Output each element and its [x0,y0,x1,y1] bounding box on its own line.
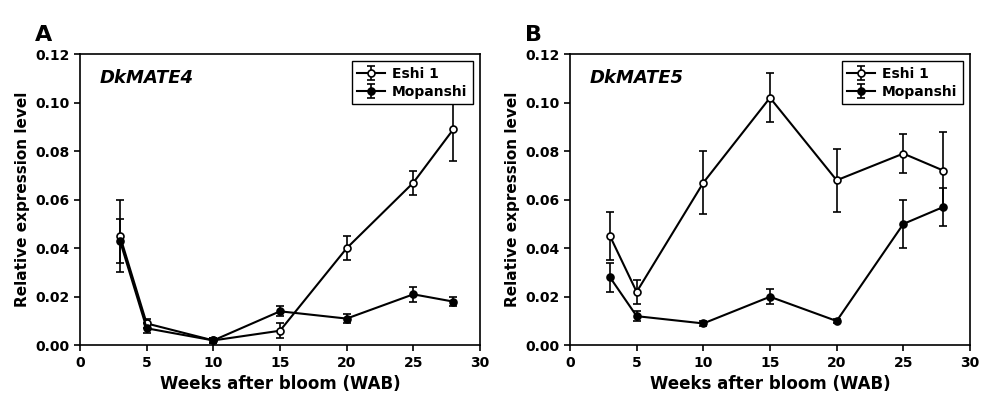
Text: A: A [35,25,52,45]
Y-axis label: Relative expression level: Relative expression level [505,92,520,307]
X-axis label: Weeks after bloom (WAB): Weeks after bloom (WAB) [650,375,890,393]
Text: B: B [525,25,542,45]
Legend: Eshi 1, Mopanshi: Eshi 1, Mopanshi [842,61,963,104]
X-axis label: Weeks after bloom (WAB): Weeks after bloom (WAB) [160,375,400,393]
Legend: Eshi 1, Mopanshi: Eshi 1, Mopanshi [352,61,473,104]
Text: DkMATE4: DkMATE4 [100,69,194,87]
Text: DkMATE5: DkMATE5 [590,69,684,87]
Y-axis label: Relative expression level: Relative expression level [15,92,30,307]
